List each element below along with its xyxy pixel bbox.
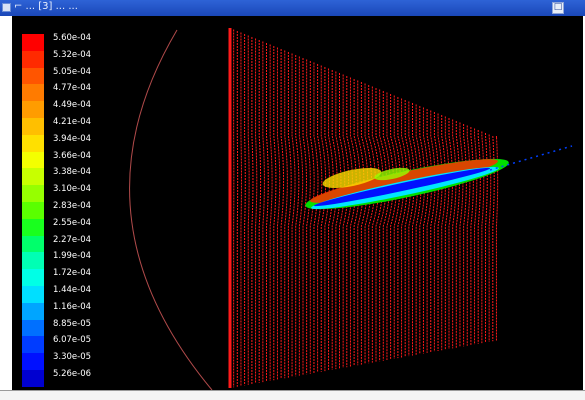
colorbar-swatch bbox=[22, 185, 44, 202]
streamline bbox=[270, 45, 272, 381]
streamline bbox=[358, 81, 364, 366]
streamline bbox=[394, 96, 400, 359]
colorbar-swatch bbox=[22, 168, 44, 185]
streamline bbox=[267, 43, 269, 382]
streamline bbox=[467, 126, 470, 346]
domain-boundary-arc bbox=[130, 30, 212, 390]
streamline bbox=[245, 34, 246, 385]
streamline bbox=[248, 36, 249, 385]
colorbar-label: 1.16e-04 bbox=[53, 302, 91, 312]
streamline bbox=[464, 124, 467, 346]
colorbar-swatch bbox=[22, 252, 44, 269]
streamline bbox=[350, 78, 356, 367]
colorbar-label: 3.30e-05 bbox=[53, 352, 91, 362]
streamline bbox=[336, 72, 341, 370]
colorbar-swatch bbox=[22, 269, 44, 286]
streamline bbox=[259, 40, 260, 383]
colorbar-label: 4.77e-04 bbox=[53, 83, 91, 93]
streamline bbox=[256, 39, 257, 384]
streamline bbox=[453, 120, 456, 349]
streamline bbox=[241, 33, 242, 387]
streamline bbox=[281, 49, 283, 379]
streamline bbox=[471, 127, 473, 345]
colorbar-label: 8.85e-05 bbox=[53, 319, 91, 329]
colorbar-swatch bbox=[22, 370, 44, 387]
colorbar-swatch bbox=[22, 118, 44, 135]
colorbar-swatch bbox=[22, 286, 44, 303]
streamline bbox=[299, 57, 302, 376]
pathline-plot bbox=[12, 16, 583, 390]
window-icon bbox=[2, 3, 11, 12]
streamline bbox=[292, 54, 295, 377]
streamline bbox=[332, 70, 337, 370]
colorbar-label: 5.60e-04 bbox=[53, 33, 91, 43]
colorbar-label: 5.32e-04 bbox=[53, 50, 91, 60]
colorbar-label: 2.27e-04 bbox=[53, 235, 91, 245]
colorbar-swatch bbox=[22, 68, 44, 85]
colorbar-swatch bbox=[22, 152, 44, 169]
colorbar-label: 6.07e-05 bbox=[53, 335, 91, 345]
colorbar-label: 1.99e-04 bbox=[53, 251, 91, 261]
colorbar-swatch bbox=[22, 336, 44, 353]
streamline bbox=[420, 106, 425, 354]
colorbar-swatch bbox=[22, 353, 44, 370]
colorbar-swatch bbox=[22, 84, 44, 101]
colorbar-label: 3.94e-04 bbox=[53, 134, 91, 144]
colorbar-swatch bbox=[22, 135, 44, 152]
streamline bbox=[277, 48, 279, 380]
colorbar-swatch bbox=[22, 34, 44, 51]
streamline bbox=[274, 46, 276, 380]
streamline bbox=[325, 67, 330, 371]
colorbar-label: 1.44e-04 bbox=[53, 285, 91, 295]
colorbar-swatch bbox=[22, 320, 44, 337]
colorbar-label: 3.10e-04 bbox=[53, 184, 91, 194]
colorbar-label: 5.26e-06 bbox=[53, 369, 91, 379]
maximize-button[interactable]: □ bbox=[552, 2, 564, 14]
streamline bbox=[416, 105, 421, 355]
streamline bbox=[303, 58, 307, 375]
colorbar-label: 2.55e-04 bbox=[53, 218, 91, 228]
streamline bbox=[405, 100, 411, 357]
streamline bbox=[296, 55, 299, 376]
colorbar-label: 3.66e-04 bbox=[53, 151, 91, 161]
colorbar-swatch bbox=[22, 202, 44, 219]
streamline bbox=[460, 123, 463, 348]
colorbar-label: 1.72e-04 bbox=[53, 268, 91, 278]
colorbar-label: 3.38e-04 bbox=[53, 167, 91, 177]
colorbar-label: 2.83e-04 bbox=[53, 201, 91, 211]
colorbar-label: 5.05e-04 bbox=[53, 67, 91, 77]
streamline bbox=[456, 121, 459, 348]
streamline bbox=[445, 117, 449, 350]
colorbar-label: 4.21e-04 bbox=[53, 117, 91, 127]
title-bar[interactable]: ⌐ ... [3] ... ... □ bbox=[0, 0, 585, 16]
colorbar-label: 4.49e-04 bbox=[53, 100, 91, 110]
colorbar-swatch bbox=[22, 219, 44, 236]
window-title: ⌐ ... [3] ... ... bbox=[14, 1, 78, 12]
streamline bbox=[398, 97, 404, 358]
streamline bbox=[449, 118, 453, 349]
streamline bbox=[288, 52, 291, 378]
streamline bbox=[402, 99, 408, 358]
colorbar-swatch bbox=[22, 236, 44, 253]
graphics-viewport[interactable]: 5.60e-04 5.32e-04 5.05e-04 4.77e-04 4.49e-04… bbox=[12, 16, 583, 390]
streamline bbox=[285, 51, 288, 379]
colorbar-swatch bbox=[22, 303, 44, 320]
streamline bbox=[263, 42, 265, 383]
streamline bbox=[307, 60, 311, 375]
streamline bbox=[252, 37, 253, 384]
colorbar-swatch bbox=[22, 51, 44, 68]
colorbar-swatch bbox=[22, 101, 44, 118]
streamlines-group bbox=[230, 28, 498, 388]
